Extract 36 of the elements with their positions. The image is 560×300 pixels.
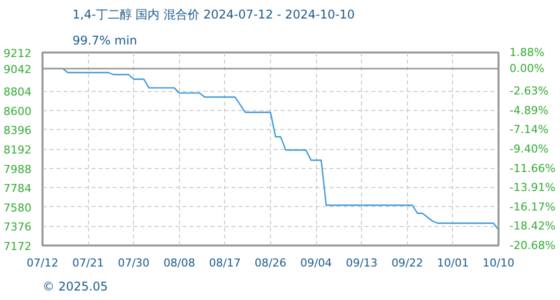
y2-tick-label: -2.63% (510, 84, 548, 98)
x-tick-label: 10/01 (437, 256, 469, 270)
x-tick-label: 07/12 (26, 256, 58, 270)
y2-tick-label: 1.88% (510, 46, 544, 59)
y-tick-label: 8192 (4, 144, 32, 156)
y-tick-label: 7580 (4, 201, 32, 214)
y2-tick-label: -20.68% (510, 239, 556, 252)
y-tick-label: 8600 (4, 104, 32, 118)
y-tick-label: 7988 (4, 162, 32, 176)
y-tick-label: 9212 (4, 47, 32, 60)
x-tick-label: 09/13 (346, 256, 378, 270)
chart-subtitle: 99.7% min (72, 34, 138, 48)
y-tick-label: 9042 (4, 63, 32, 76)
y2-tick-label: -13.91% (510, 181, 556, 194)
x-tick-label: 09/22 (391, 256, 424, 270)
y2-tick-label: -4.89% (510, 104, 548, 117)
y2-tick-label: -16.17% (510, 200, 556, 214)
y-tick-label: 7172 (4, 240, 32, 253)
y2-tick-label: 0.00% (510, 62, 544, 76)
x-tick-label: 08/17 (209, 256, 241, 270)
x-tick-label: 09/04 (300, 256, 332, 270)
x-tick-label: 07/30 (118, 256, 150, 270)
text: © 2025.05 (42, 280, 108, 294)
chart-title: 1,4-丁二醇 国内 混合价 2024-07-12 - 2024-10-10 (72, 8, 355, 22)
y2-tick-label: -7.14% (510, 123, 548, 136)
y-tick-label: 8804 (4, 86, 32, 99)
y-tick-label: 7376 (4, 220, 32, 234)
x-tick-label: 08/26 (254, 256, 286, 270)
y-tick-label: 8396 (4, 124, 32, 138)
y2-tick-label: -18.42% (510, 220, 556, 233)
x-tick-label: 07/21 (72, 256, 104, 270)
y2-tick-label: -9.40% (510, 142, 548, 156)
x-tick-label: 10/10 (482, 256, 514, 270)
y2-tick-label: -11.66% (510, 162, 556, 175)
x-tick-label: 08/08 (163, 256, 196, 270)
y-tick-label: 7784 (4, 182, 32, 196)
